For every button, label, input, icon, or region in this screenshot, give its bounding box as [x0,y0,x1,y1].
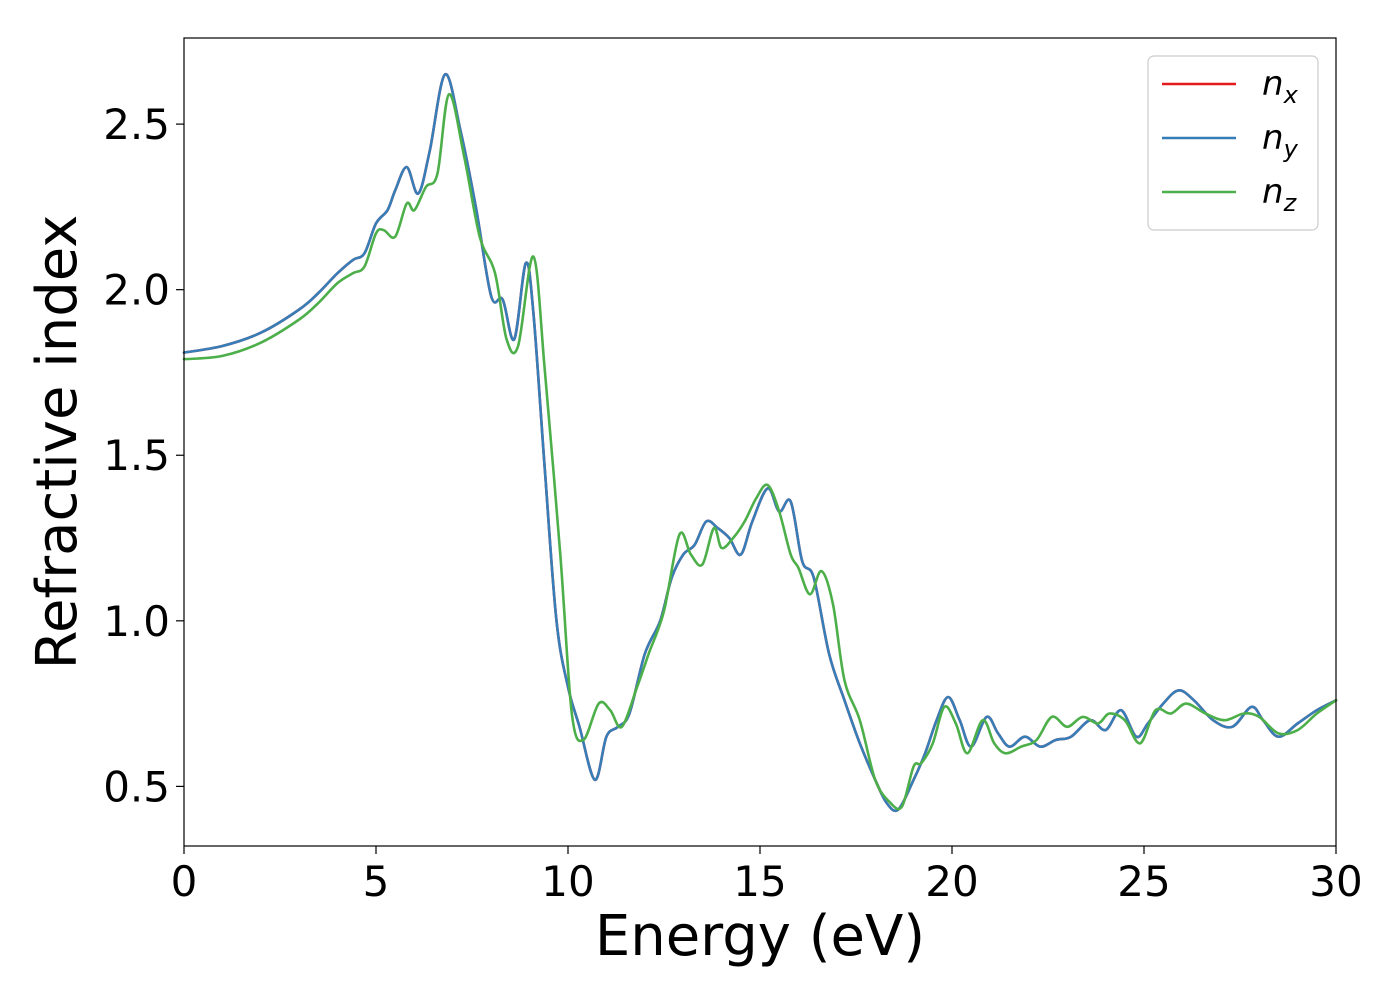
x-axis-label: Energy (eV) [595,904,925,969]
y-tick-label: 1.5 [103,431,170,480]
legend-label-n-y: ny [1262,118,1299,163]
y-axis-ticks: 0.5 1.0 1.5 2.0 2.5 [103,100,184,811]
x-tick-label: 10 [541,857,594,906]
series-line-n-z [182,92,1338,811]
legend: nx ny nz [1147,55,1319,231]
x-tick-label: 0 [171,857,198,906]
x-axis-ticks: 0 5 10 15 20 25 30 [171,846,1363,906]
y-tick-label: 0.5 [103,762,170,811]
x-tick-label: 20 [925,857,978,906]
y-tick-label: 1.0 [103,597,170,646]
x-tick-label: 30 [1309,857,1362,906]
y-tick-label: 2.0 [103,266,170,315]
series-line-n-y [182,73,1338,813]
legend-label-n-x: nx [1262,64,1299,109]
y-axis-label: Refractive index [25,215,90,670]
plot-lines [182,73,1338,813]
legend-entries: nx ny nz [1162,64,1299,217]
y-tick-label: 2.5 [103,100,170,149]
x-tick-label: 15 [733,857,786,906]
x-tick-label: 5 [363,857,390,906]
legend-label-n-z: nz [1262,172,1298,217]
x-tick-label: 25 [1117,857,1170,906]
legend-box [1147,55,1319,231]
